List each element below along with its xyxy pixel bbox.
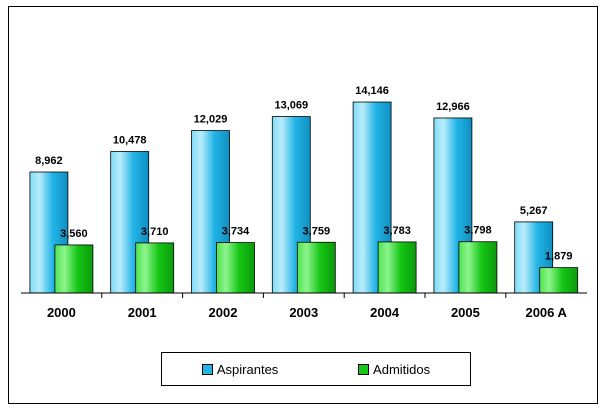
x-tick-label: 2001: [128, 305, 157, 320]
legend-swatch-aspirantes: [201, 363, 213, 375]
data-label-admitidos-2004: 3,783: [383, 225, 411, 237]
data-label-admitidos-2003: 3,759: [303, 225, 331, 237]
data-label-aspirantes-2002: 12,029: [194, 114, 228, 126]
bar-admitidos-2006-a: [539, 267, 579, 294]
x-tick-label: 2006 A: [525, 305, 567, 320]
data-label-admitidos-2005: 3,798: [464, 225, 492, 237]
bar-admitidos-2001: [135, 242, 175, 294]
data-label-aspirantes-2005: 12,966: [436, 101, 470, 113]
data-label-admitidos-2000: 3,560: [60, 228, 88, 240]
x-tick-label: 2000: [47, 305, 76, 320]
bar-chart: 8,962 3,560 10,478 3,710 12,029 3,734 13,069 3,…: [21, 85, 587, 320]
legend: Aspirantes Admitidos: [161, 352, 471, 386]
data-label-admitidos-2002: 3,734: [222, 226, 250, 238]
data-label-aspirantes-2003: 13,069: [274, 100, 308, 112]
legend-label-admitidos: Admitidos: [373, 361, 431, 377]
x-tick-label: 2005: [451, 305, 480, 320]
bar-admitidos-2003: [296, 241, 336, 294]
data-label-admitidos-2001: 3,710: [141, 226, 169, 238]
data-label-aspirantes-2006-a: 5,267: [520, 205, 548, 217]
legend-item-aspirantes: Aspirantes: [201, 361, 279, 377]
legend-item-admitidos: Admitidos: [358, 362, 430, 377]
bar-admitidos-2000: [54, 244, 94, 294]
bar-admitidos-2005: [458, 241, 498, 294]
bar-admitidos-2004: [377, 241, 417, 294]
data-label-aspirantes-2004: 14,146: [355, 85, 389, 97]
x-tick-label: 2004: [370, 305, 400, 320]
legend-label-aspirantes: Aspirantes: [216, 361, 279, 377]
data-label-admitidos-2006-a: 1,879: [545, 251, 573, 263]
bar-admitidos-2002: [216, 242, 255, 294]
x-tick-label: 2003: [289, 305, 318, 320]
data-label-aspirantes-2001: 10,478: [113, 135, 147, 147]
legend-swatch-admitidos: [358, 363, 370, 375]
chart-frame: 8,962 3,560 10,478 3,710 12,029 3,734 13,069 3,…: [8, 6, 598, 404]
x-tick-label: 2002: [209, 305, 238, 320]
data-label-aspirantes-2000: 8,962: [35, 155, 63, 167]
